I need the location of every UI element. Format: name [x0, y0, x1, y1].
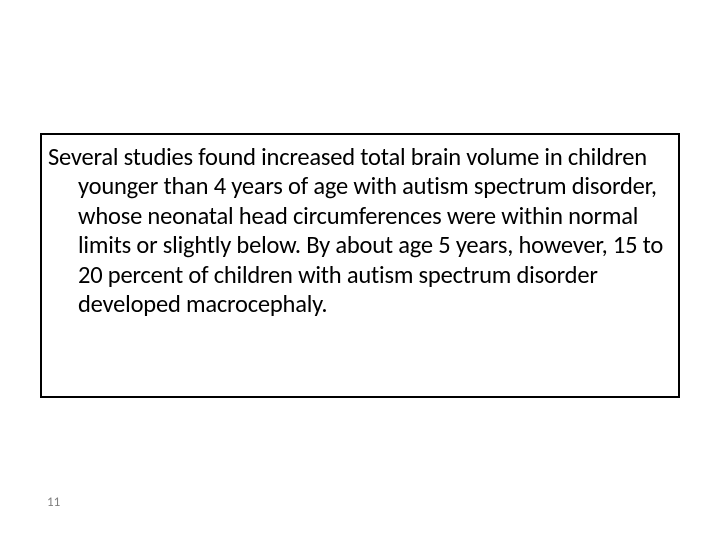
content-box: Several studies found increased total br…	[40, 133, 680, 398]
body-text: Several studies found increased total br…	[48, 143, 672, 319]
page-number: 11	[47, 495, 60, 510]
